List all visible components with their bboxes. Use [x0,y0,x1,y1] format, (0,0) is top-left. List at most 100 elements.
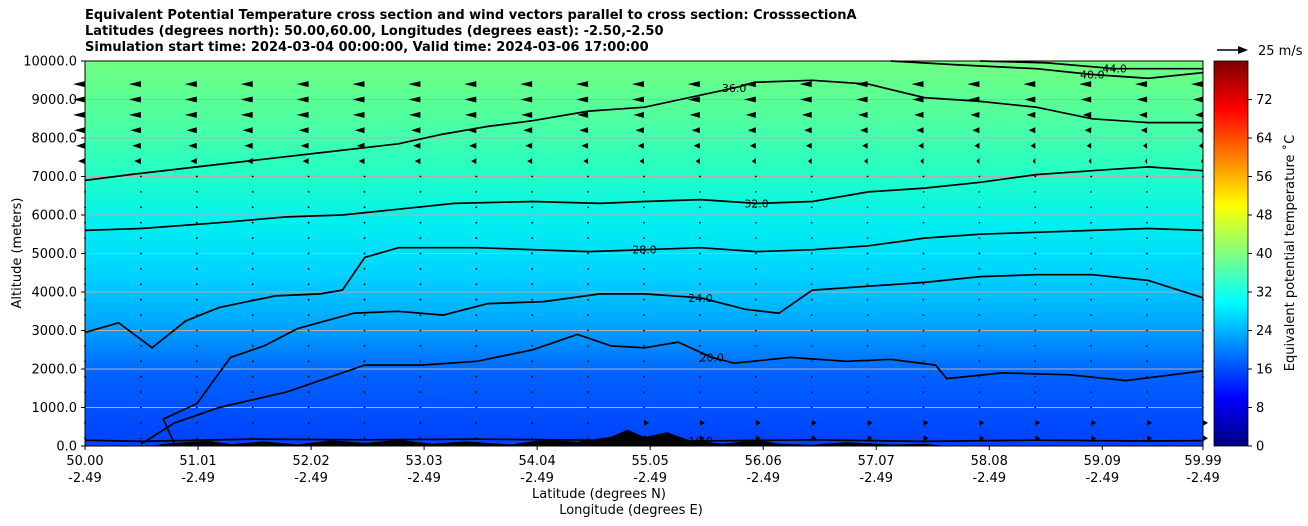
wind-vector [140,345,142,347]
wind-vector [128,96,141,103]
wind-vector [251,191,254,193]
wind-vector [1090,175,1093,178]
wind-vector [1079,81,1092,88]
wind-vector [464,96,477,103]
wind-vector [1136,96,1148,103]
wind-vector [639,158,644,165]
wind-vector [754,221,757,224]
wind-vector [419,360,422,363]
wind-vector [978,191,981,193]
wind-vector [587,345,589,347]
colorbar-tick-label: 0 [1256,440,1264,455]
wind-vector [140,360,142,363]
wind-vector [363,375,366,378]
wind-vector [1142,142,1148,149]
wind-vector [475,406,478,409]
x-tick-label-lon: -2.49 [407,471,441,486]
wind-vector [743,96,756,103]
wind-vector [855,81,868,88]
wind-vector [184,81,197,88]
wind-vector [754,345,757,347]
wind-vector [363,437,366,440]
contour-lines: 16.020.024.028.032.036.040.044.0 [84,60,1204,448]
wind-vector [866,360,869,363]
contour-line [162,273,1204,445]
wind-vector [300,142,309,149]
wind-vector [978,345,981,347]
wind-vector [1147,435,1153,442]
colorbar-tick-label: 24 [1256,324,1273,339]
wind-vector [699,175,701,178]
wind-vector [140,221,142,224]
wind-vector [587,268,589,270]
x-tick-label-lon: -2.49 [972,471,1006,486]
wind-vector [475,298,478,301]
wind-vector [352,81,365,88]
wind-vector [1088,158,1092,165]
wind-vector [644,419,649,426]
wind-vector [1034,298,1037,301]
wind-vector [699,375,701,378]
wind-vector [363,329,366,332]
wind-vector [251,375,254,378]
wind-vector [408,81,421,88]
wind-vector [911,81,924,88]
wind-vector [363,391,366,393]
wind-vector [307,375,310,378]
wind-vector [195,406,198,409]
wind-vector [699,283,701,286]
wind-vector [251,283,254,286]
wind-vector [587,314,589,316]
wind-vector [251,221,254,224]
wind-vector [805,142,812,149]
wind-vector [251,391,254,393]
wind-vector [978,360,981,363]
wind-vector [469,142,477,149]
wind-vector [810,221,813,224]
wind-vector [520,81,533,88]
wind-vector [643,314,645,316]
x-tick-label-lat: 55.05 [632,454,669,469]
wind-vector [419,175,422,178]
wind-vector [531,422,534,424]
wind-vector [363,268,366,270]
wind-vector [195,221,198,224]
wind-vector [1090,221,1093,224]
wind-vector [140,268,142,270]
wind-vector [73,111,85,118]
wind-vector [140,329,142,332]
wind-vector [73,96,85,103]
wind-vector [307,345,310,347]
wind-vector [140,437,142,440]
wind-vector [866,391,869,393]
terrain [85,429,1203,446]
wind-vector [251,252,254,255]
wind-vector [140,252,142,255]
wind-vector [307,221,310,224]
wind-vector [643,329,645,332]
wind-vector [251,360,254,363]
x-tick-label-lon: -2.49 [520,471,554,486]
wind-vector [922,268,925,270]
wind-vector [1034,237,1037,240]
x-axis-label-lon: Longitude (degrees E) [559,503,703,518]
wind-vector [643,283,645,286]
wind-vector [1034,252,1037,255]
wind-vector [363,314,366,316]
wind-vector [1090,345,1093,347]
wind-vector [140,206,142,209]
wind-vector [1080,96,1092,103]
contour-label: 24.0 [688,292,713,305]
wind-vector [587,422,589,424]
wind-vector [643,268,645,270]
wind-vector [352,111,365,118]
wind-vector [1146,360,1148,363]
colorbar-tick-label: 48 [1256,209,1273,224]
contour-line [980,60,1203,70]
wind-vector [307,191,310,193]
wind-vector [810,345,813,347]
wind-vector [471,158,477,165]
wind-vector [1023,81,1036,88]
wind-vector [866,345,869,347]
wind-vector [810,252,813,255]
